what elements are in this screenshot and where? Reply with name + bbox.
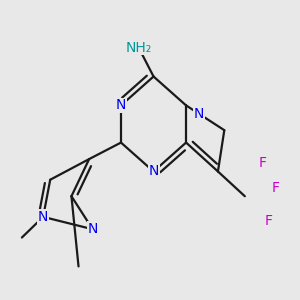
Text: F: F [259, 156, 266, 170]
Text: N: N [38, 210, 48, 224]
Text: N: N [116, 98, 126, 112]
Text: N: N [194, 107, 204, 121]
Text: N: N [148, 164, 159, 178]
Text: F: F [272, 181, 280, 195]
Text: NH₂: NH₂ [126, 40, 152, 55]
Text: F: F [265, 214, 272, 228]
Text: N: N [88, 222, 98, 236]
